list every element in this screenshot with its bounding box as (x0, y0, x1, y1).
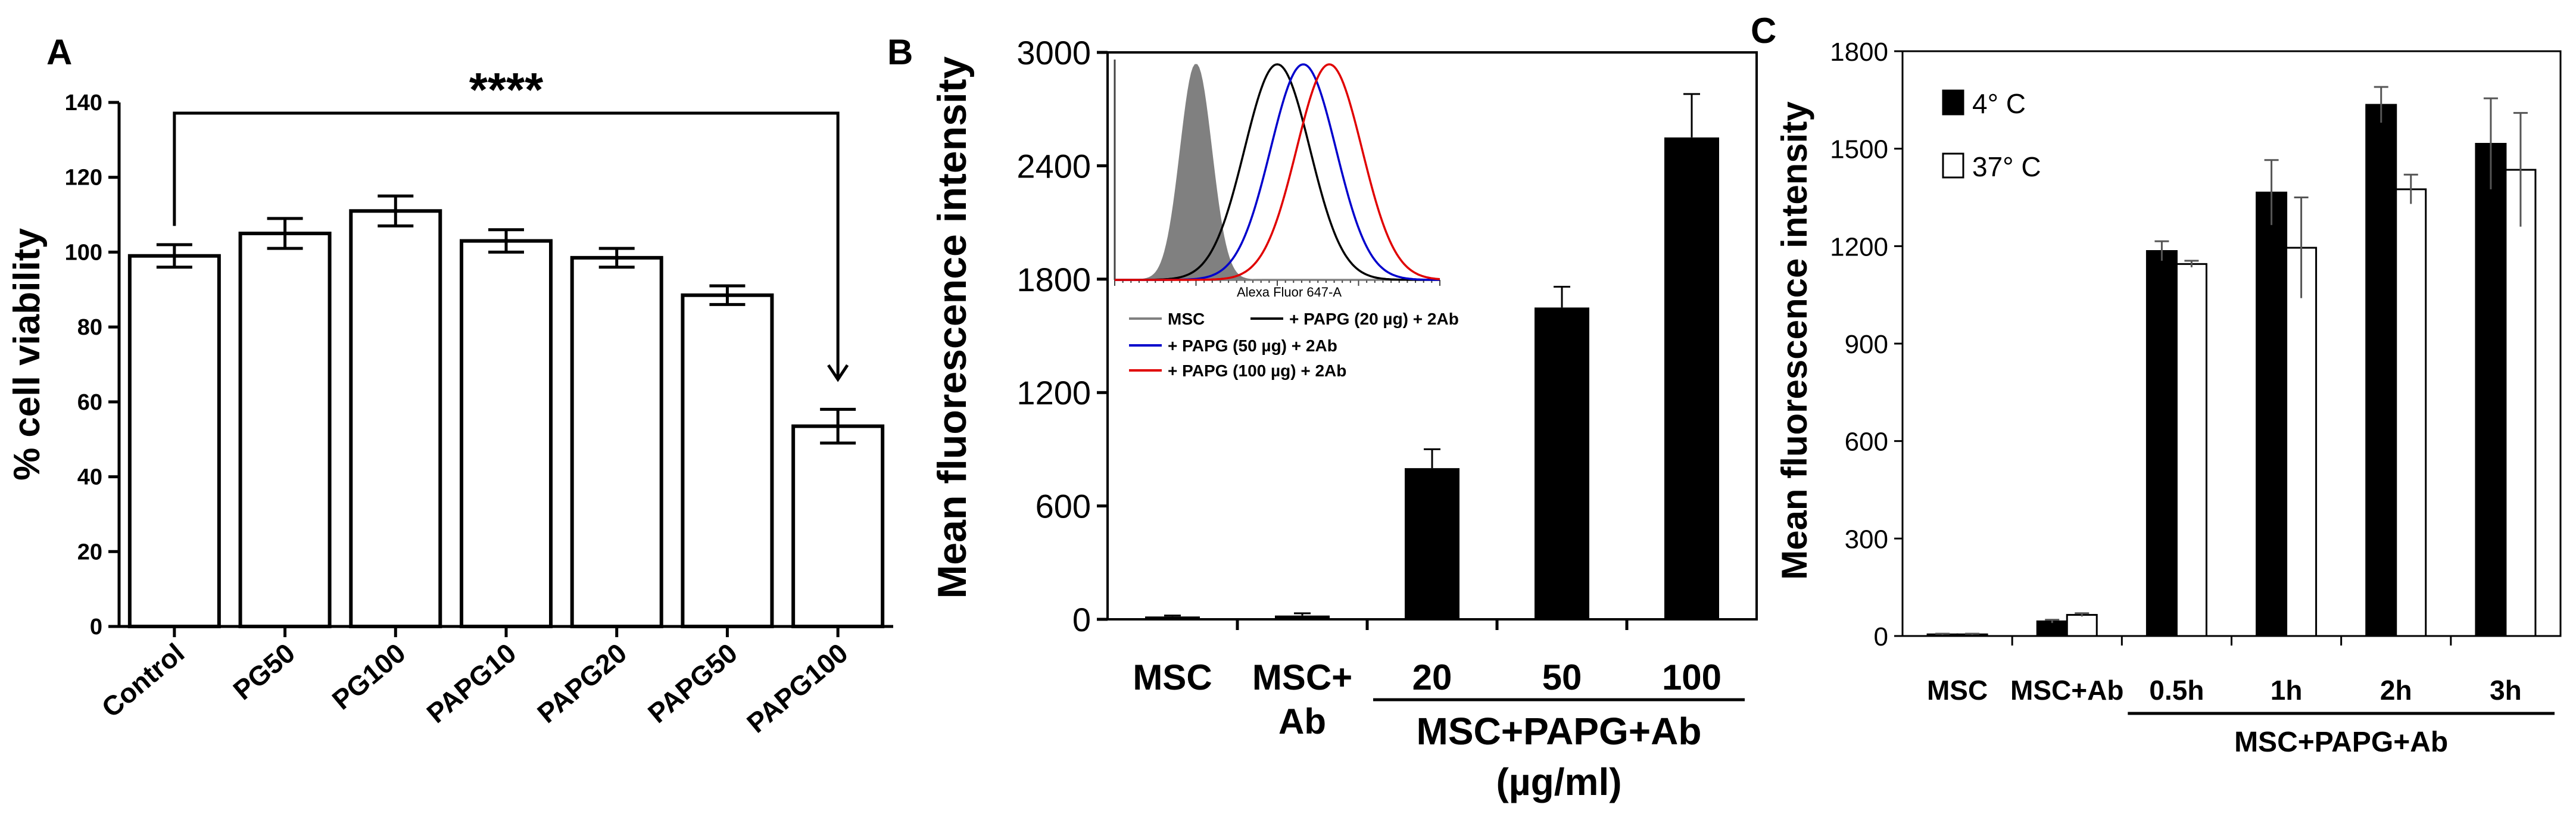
x-tick-label-control: Control (96, 637, 191, 724)
bar-4-c-msc-ab (2036, 620, 2068, 637)
y-tick-label-b: 2400 (1016, 147, 1091, 185)
y-tick-label-a: 120 (65, 166, 102, 191)
inset-x-label: Alexa Fluor 647-A (1237, 285, 1342, 300)
bar-papg10 (460, 239, 553, 629)
y-tick-label-b: 1200 (1016, 374, 1091, 411)
bar-msc (1145, 616, 1200, 619)
x-tick-label-pg50: PG50 (227, 637, 301, 706)
legend-label-37-c: 37° C (1972, 151, 2041, 182)
inset-histogram-papg-20-g-2ab (1115, 63, 1440, 281)
y-tick-label-b: 3000 (1016, 34, 1091, 71)
bar-100 (1664, 137, 1719, 620)
y-axis-label-a: % cell viability (7, 228, 48, 481)
x-tick-label-msc: MSC (1133, 657, 1212, 697)
x-tick-label-msc-ab: MSC+ (1252, 657, 1352, 697)
bar-50 (1535, 307, 1589, 619)
bar-37-c-3h (2505, 169, 2537, 637)
bar-37-c-msc-ab (2066, 614, 2098, 637)
bar-20 (1405, 468, 1459, 619)
x-tick-label-20: 20 (1412, 657, 1452, 697)
y-tick-label-b: 1800 (1016, 261, 1091, 298)
bar-4-c-1h (2256, 191, 2288, 637)
x-tick-label-100: 100 (1662, 657, 1722, 697)
y-axis-label-c: Mean fluorescence intensity (1774, 101, 1814, 580)
x-tick-label-2h: 2h (2380, 675, 2412, 706)
bar-4-c-0-5h (2145, 250, 2178, 637)
x-tick-label-msc: MSC (1927, 675, 1988, 706)
x-tick-label-50: 50 (1542, 657, 1582, 697)
y-tick-label-a: 100 (65, 240, 102, 265)
panel-letter-c: C (1751, 11, 1776, 51)
y-tick-label-a: 140 (65, 91, 102, 116)
bar-papg100 (791, 424, 885, 628)
x-tick-label-3h: 3h (2490, 675, 2522, 706)
group-label-c: MSC+PAPG+Ab (2234, 727, 2448, 758)
inset-histogram-papg-50-g-2ab (1115, 63, 1440, 281)
y-tick-label-c: 600 (1845, 428, 1888, 457)
y-tick-label-c: 1500 (1830, 135, 1888, 164)
panel-letter-b: B (887, 32, 913, 72)
x-tick-label-msc-ab: Ab (1278, 701, 1326, 741)
bar-4-c-3h (2475, 142, 2507, 637)
inset-legend-label-papg-50-g-2ab: + PAPG (50 µg) + 2Ab (1168, 336, 1337, 355)
x-tick-label-pg100: PG100 (326, 637, 411, 716)
bar-37-c-0-5h (2175, 263, 2207, 637)
x-tick-label-papg20: PAPG20 (531, 637, 632, 729)
x-tick-label-0-5h: 0.5h (2149, 675, 2204, 706)
x-tick-label-1h: 1h (2271, 675, 2303, 706)
panel-letter-a: A (46, 32, 72, 72)
y-tick-label-a: 80 (77, 315, 102, 340)
bar-pg50 (238, 232, 332, 628)
legend-swatch-4-c (1942, 89, 1964, 116)
bar-37-c-2h (2395, 188, 2427, 637)
bar-4-c-2h (2365, 104, 2397, 637)
inset-legend-label-papg-20-g-2ab: + PAPG (20 µg) + 2Ab (1289, 310, 1459, 328)
y-tick-label-a: 60 (77, 390, 102, 415)
y-tick-label-c: 300 (1845, 525, 1888, 554)
legend-label-4-c: 4° C (1972, 88, 2026, 119)
y-tick-label-a: 20 (77, 540, 102, 565)
significance-label: **** (469, 63, 544, 116)
panel-a: A % cell viability 0 20 40 60 80 100 120 140 Con… (7, 32, 893, 739)
y-tick-label-c: 0 (1874, 622, 1888, 651)
y-tick-label-b: 0 (1072, 601, 1091, 638)
bar-papg50 (681, 293, 774, 628)
bar-37-c-1h (2285, 247, 2318, 637)
y-tick-label-b: 600 (1036, 488, 1091, 525)
significance-arrow-head (827, 364, 849, 382)
inset-legend-label-msc: MSC (1168, 310, 1205, 328)
bar-control (127, 254, 221, 628)
y-tick-label-a: 40 (77, 465, 102, 490)
bar-papg20 (570, 255, 663, 629)
x-tick-label-papg100: PAPG100 (741, 637, 853, 739)
y-tick-label-a: 0 (90, 615, 102, 640)
bar-pg100 (349, 209, 442, 628)
y-tick-label-c: 1200 (1830, 232, 1888, 261)
plot-frame-c (1901, 50, 2562, 637)
inset-legend-label-papg-100-g-2ab: + PAPG (100 µg) + 2Ab (1168, 361, 1346, 380)
legend-swatch-37-c (1942, 152, 1964, 179)
panel-c: C Mean fluorescence intensity 0 300 600 900… (1751, 11, 2562, 758)
significance-bracket (173, 111, 840, 380)
y-tick-label-c: 900 (1845, 330, 1888, 359)
panel-b: B Mean fluorescence intensity 0 600 1200 18… (887, 32, 1758, 803)
x-tick-label-papg50: PAPG50 (642, 637, 743, 729)
x-tick-label-msc-ab: MSC+Ab (2010, 675, 2123, 706)
group-unit-b: (µg/ml) (1496, 760, 1621, 803)
inset-histogram-msc (1115, 64, 1440, 280)
y-axis-label-b: Mean fluorescence intensity (930, 56, 975, 598)
x-tick-label-papg10: PAPG10 (421, 637, 522, 729)
inset-histogram-papg-100-g-2ab (1115, 63, 1440, 281)
group-label-b: MSC+PAPG+Ab (1417, 710, 1702, 753)
y-tick-label-c: 1800 (1830, 38, 1888, 67)
bar-msc-ab (1275, 615, 1330, 619)
